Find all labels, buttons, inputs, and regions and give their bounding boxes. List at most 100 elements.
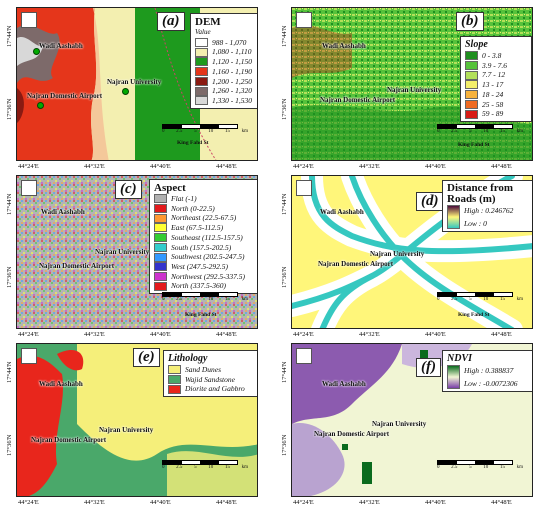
legend-swatch bbox=[465, 99, 478, 109]
place-airport: Najran Domestic Airport bbox=[314, 430, 390, 438]
panel-letter: (c) bbox=[115, 180, 142, 199]
longitude-tick: 44°40'E bbox=[425, 499, 446, 506]
longitude-tick: 44°24'E bbox=[293, 499, 314, 506]
scale-label: 15 bbox=[499, 465, 505, 470]
legend-item: East (67.5-112.5) bbox=[154, 223, 254, 233]
scale-label: 10 bbox=[483, 465, 489, 470]
distance-gradient bbox=[447, 205, 460, 229]
legend-swatch bbox=[154, 252, 167, 262]
legend-swatch bbox=[154, 242, 167, 252]
scale-label: 10 bbox=[208, 129, 214, 134]
legend-item: Wajid Sandstone bbox=[168, 375, 254, 385]
panel-aspect: (c) Aspect Flat (-1) North (0-22.5) Northe… bbox=[16, 175, 258, 329]
scale-label: 0 bbox=[437, 465, 440, 470]
legend-low: Low : 0 bbox=[464, 218, 487, 228]
legend-label: South (157.5-202.5) bbox=[171, 242, 232, 252]
legend-label: 3.9 - 7.6 bbox=[482, 60, 507, 70]
legend-swatch bbox=[168, 384, 181, 394]
dem-legend: DEM Value 988 - 1,070 1,080 - 1,110 1,120 … bbox=[190, 13, 257, 109]
road-label: King Fahd St bbox=[177, 140, 209, 146]
lithology-legend: Lithology Sand Dunes Wajid Sandstone Diori… bbox=[163, 350, 257, 398]
scale-label: 5 bbox=[194, 297, 197, 302]
scale-label: 2.5 bbox=[451, 297, 458, 302]
legend-swatch bbox=[168, 375, 181, 385]
legend-swatch bbox=[195, 38, 208, 48]
scale-label: 10 bbox=[208, 297, 214, 302]
legend-label: 0 - 3.8 bbox=[482, 51, 502, 60]
panel-distance-roads: (d) Distance from Roads (m) High : 0.246… bbox=[291, 175, 533, 329]
legend-item: 988 - 1,070 bbox=[195, 38, 255, 48]
place-university: Najran University bbox=[370, 250, 425, 258]
longitude-tick: 44°40'E bbox=[150, 499, 171, 506]
legend-item: Northeast (22.5-67.5) bbox=[154, 213, 254, 223]
place-wadi: Wadi Aashabh bbox=[322, 42, 366, 50]
longitude-tick: 44°48'E bbox=[216, 499, 237, 506]
scale-bar: 0 2.5 5 10 15 km bbox=[162, 124, 248, 134]
legend-label: 1,120 - 1,150 bbox=[212, 57, 252, 67]
longitude-tick: 44°24'E bbox=[18, 331, 39, 338]
wadi-point bbox=[33, 48, 40, 55]
legend-label: North (337.5-360) bbox=[171, 281, 226, 291]
longitude-tick: 44°24'E bbox=[18, 499, 39, 506]
legend-label: 59 - 89 bbox=[482, 109, 504, 119]
latitude-tick: 17°36'N bbox=[6, 434, 13, 456]
legend-item: 1,260 - 1,320 bbox=[195, 86, 255, 96]
legend-title: Distance from Roads (m) bbox=[447, 182, 514, 205]
legend-swatch bbox=[195, 96, 208, 106]
place-university: Najran University bbox=[107, 78, 162, 86]
longitude-tick: 44°48'E bbox=[216, 163, 237, 170]
legend-item: South (157.5-202.5) bbox=[154, 243, 254, 253]
ndvi-map bbox=[292, 344, 532, 496]
panel-letter: (b) bbox=[456, 12, 484, 31]
scale-bar: 0 2.5 5 10 15 km bbox=[162, 460, 248, 470]
longitude-tick: 44°48'E bbox=[491, 499, 512, 506]
legend-swatch bbox=[154, 233, 167, 243]
legend-item: 7.7 - 12 bbox=[465, 70, 527, 80]
legend-item: North (337.5-360) bbox=[154, 281, 254, 291]
scale-label: 5 bbox=[469, 465, 472, 470]
legend-label: Flat (-1) bbox=[171, 194, 197, 203]
north-arrow-icon bbox=[21, 12, 37, 28]
legend-high: High : 0.246762 bbox=[464, 205, 514, 215]
longitude-tick: 44°32'E bbox=[84, 163, 105, 170]
legend-item: 59 - 89 bbox=[465, 109, 527, 119]
panel-letter: (e) bbox=[133, 348, 160, 367]
slope-legend: Slope 0 - 3.8 3.9 - 7.6 7.7 - 12 13 - 17 18 … bbox=[460, 36, 532, 122]
north-arrow-icon bbox=[296, 348, 312, 364]
legend-item: 1,120 - 1,150 bbox=[195, 57, 255, 67]
legend-item: Flat (-1) bbox=[154, 194, 254, 204]
legend-label: Wajid Sandstone bbox=[185, 374, 235, 384]
longitude-tick: 44°48'E bbox=[216, 331, 237, 338]
legend-swatch bbox=[154, 204, 167, 214]
longitude-tick: 44°24'E bbox=[18, 163, 39, 170]
panel-letter: (d) bbox=[416, 192, 444, 211]
legend-label: Southeast (112.5-157.5) bbox=[171, 232, 243, 242]
legend-label: Northwest (292.5-337.5) bbox=[171, 271, 245, 281]
place-airport: Najran Domestic Airport bbox=[320, 96, 396, 104]
scale-label: 10 bbox=[483, 297, 489, 302]
scale-label: 5 bbox=[469, 129, 472, 134]
legend-item: 1,160 - 1,190 bbox=[195, 67, 255, 77]
legend-label: Northeast (22.5-67.5) bbox=[171, 213, 237, 223]
legend-item: 25 - 58 bbox=[465, 100, 527, 110]
longitude-tick: 44°32'E bbox=[84, 331, 105, 338]
scale-label: 0 bbox=[162, 297, 165, 302]
scale-unit: km bbox=[241, 297, 248, 302]
panel-slope: (b) Slope 0 - 3.8 3.9 - 7.6 7.7 - 12 13 - 1… bbox=[291, 7, 533, 161]
legend-swatch bbox=[154, 213, 167, 223]
legend-swatch bbox=[465, 90, 478, 100]
legend-swatch bbox=[154, 271, 167, 281]
legend-label: 7.7 - 12 bbox=[482, 70, 506, 80]
legend-swatch bbox=[195, 67, 208, 77]
scale-label: 5 bbox=[194, 465, 197, 470]
longitude-tick: 44°40'E bbox=[425, 163, 446, 170]
longitude-tick: 44°40'E bbox=[150, 331, 171, 338]
scale-unit: km bbox=[516, 129, 523, 134]
north-arrow-icon bbox=[21, 348, 37, 364]
legend-item: 3.9 - 7.6 bbox=[465, 61, 527, 71]
panel-letter: (f) bbox=[416, 358, 441, 377]
legend-swatch bbox=[154, 262, 167, 272]
scale-bar: 0 2.5 5 10 15 km bbox=[437, 292, 523, 302]
scale-bar: 0 2.5 5 10 15 km bbox=[162, 292, 248, 302]
legend-swatch bbox=[195, 47, 208, 57]
